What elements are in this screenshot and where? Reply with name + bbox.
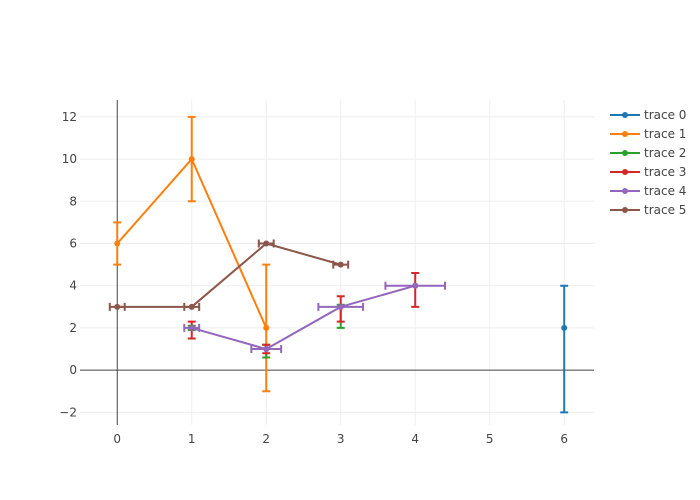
x-tick-label: 3 bbox=[337, 432, 345, 446]
y-tick-label: 10 bbox=[62, 152, 77, 166]
data-point bbox=[412, 282, 419, 289]
data-point bbox=[114, 240, 121, 247]
y-tick-label: −2 bbox=[59, 405, 77, 419]
x-tick-labels: 0 1 2 3 4 5 6 bbox=[113, 432, 568, 446]
legend[interactable]: trace 0 trace 1 trace 2 trace 3 trace 4 trace… bbox=[610, 108, 686, 217]
data-point bbox=[114, 303, 121, 310]
data-point bbox=[337, 261, 344, 268]
x-tick-label: 6 bbox=[560, 432, 568, 446]
legend-label: trace 5 bbox=[644, 203, 686, 217]
y-tick-label: 12 bbox=[62, 110, 77, 124]
legend-marker bbox=[622, 188, 628, 194]
legend-item[interactable]: trace 1 bbox=[610, 127, 686, 141]
legend-item[interactable]: trace 4 bbox=[610, 184, 686, 198]
series-trace-1 bbox=[113, 115, 271, 393]
series-layer bbox=[108, 115, 569, 414]
legend-marker bbox=[622, 169, 628, 175]
y-tick-label: 4 bbox=[69, 279, 77, 293]
x-tick-label: 0 bbox=[113, 432, 121, 446]
series-trace-4 bbox=[183, 281, 447, 354]
data-point bbox=[188, 303, 195, 310]
y-error-bar bbox=[560, 284, 569, 414]
series-line bbox=[191, 284, 416, 351]
data-point bbox=[188, 324, 195, 331]
y-tick-label: 2 bbox=[69, 321, 77, 335]
legend-label: trace 4 bbox=[644, 184, 686, 198]
data-point bbox=[561, 324, 568, 331]
series-trace-5 bbox=[108, 239, 350, 311]
legend-label: trace 2 bbox=[644, 146, 686, 160]
legend-label: trace 1 bbox=[644, 127, 686, 141]
legend-marker bbox=[622, 150, 628, 156]
data-point bbox=[263, 324, 270, 331]
legend-marker bbox=[622, 131, 628, 137]
y-tick-label: 8 bbox=[69, 194, 77, 208]
data-point bbox=[263, 346, 270, 353]
x-tick-label: 1 bbox=[188, 432, 196, 446]
grid bbox=[80, 100, 594, 425]
data-point bbox=[337, 303, 344, 310]
series-trace-0 bbox=[560, 284, 569, 414]
x-tick-label: 5 bbox=[486, 432, 494, 446]
series-line bbox=[117, 242, 341, 308]
y-tick-label: 6 bbox=[69, 237, 77, 251]
legend-marker bbox=[622, 112, 628, 118]
legend-item[interactable]: trace 2 bbox=[610, 146, 686, 160]
legend-label: trace 3 bbox=[644, 165, 686, 179]
x-tick-label: 2 bbox=[262, 432, 270, 446]
data-point bbox=[263, 240, 270, 247]
x-tick-label: 4 bbox=[411, 432, 419, 446]
legend-marker bbox=[622, 207, 628, 213]
y-tick-label: 0 bbox=[69, 363, 77, 377]
legend-item[interactable]: trace 5 bbox=[610, 203, 686, 217]
legend-label: trace 0 bbox=[644, 108, 686, 122]
legend-item[interactable]: trace 0 bbox=[610, 108, 686, 122]
y-tick-labels: −2 0 2 4 6 8 10 12 bbox=[59, 110, 77, 419]
legend-item[interactable]: trace 3 bbox=[610, 165, 686, 179]
y-error-bar bbox=[411, 272, 420, 308]
data-point bbox=[188, 156, 195, 163]
